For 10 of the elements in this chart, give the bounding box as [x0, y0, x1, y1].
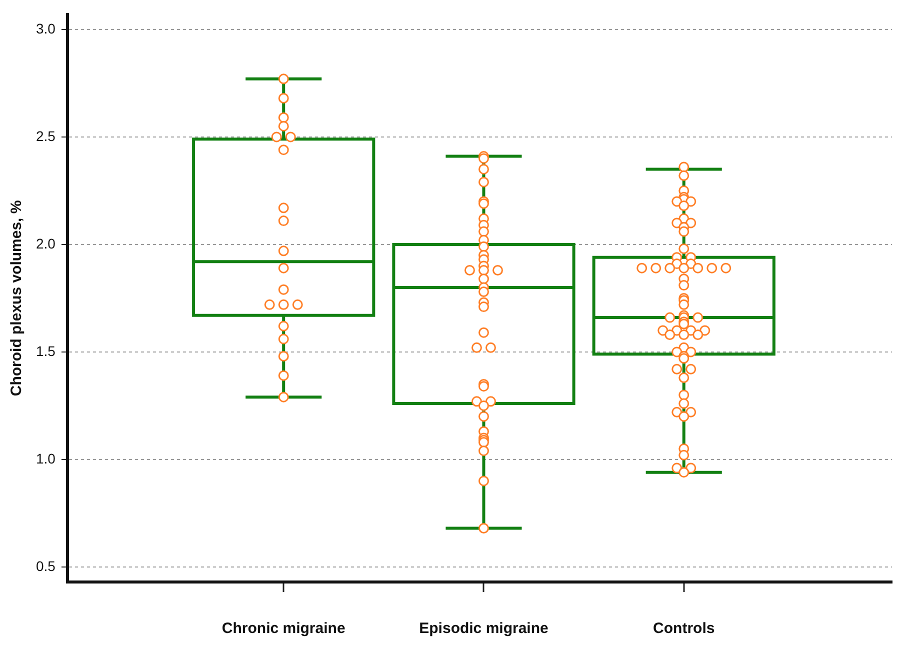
x-tick-label: Chronic migraine: [222, 620, 346, 638]
y-axis-title: Choroid plexus volumes, %: [8, 200, 26, 396]
x-tick-label: Episodic migraine: [419, 620, 548, 638]
y-tick-label: 0.5: [36, 558, 56, 574]
y-tick-label: 2.0: [36, 235, 56, 252]
y-tick-label: 2.5: [36, 128, 56, 144]
x-tick-label: Controls: [653, 620, 715, 638]
y-tick-label: 3.0: [36, 20, 56, 36]
y-tick-label: 1.5: [36, 342, 56, 359]
y-tick-label: 1.0: [36, 450, 56, 466]
